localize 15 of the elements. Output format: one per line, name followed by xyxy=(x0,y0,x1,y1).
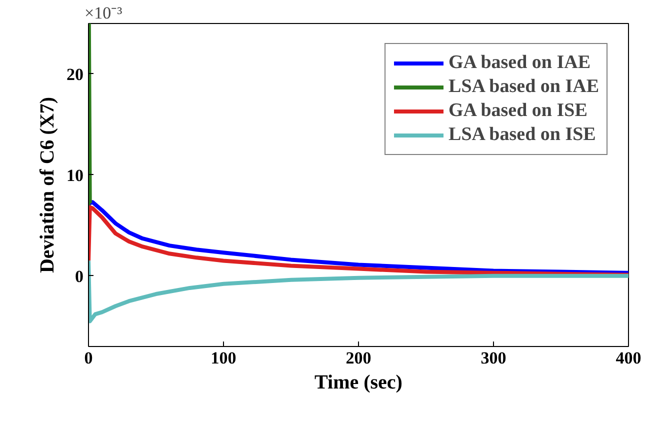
x-tick-label: 100 xyxy=(210,348,236,368)
x-tick-label: 400 xyxy=(616,348,642,368)
legend-label: LSA based on IAE xyxy=(448,76,599,98)
legend-label: GA based on IAE xyxy=(448,52,591,74)
legend-label: GA based on ISE xyxy=(448,100,588,122)
y-tick-label: 20 xyxy=(66,64,84,84)
x-axis-title: Time (sec) xyxy=(314,372,402,394)
legend-label: LSA based on ISE xyxy=(448,124,596,146)
x-tick-label: 300 xyxy=(480,348,506,368)
y-tick-label: 10 xyxy=(66,166,84,185)
x-tick-label: 200 xyxy=(346,348,372,368)
line-series xyxy=(88,258,628,324)
text: ×10⁻³ xyxy=(84,4,122,22)
y-axis-title: Deviation of C6 (X7) xyxy=(36,96,58,274)
y-tick-label: 0 xyxy=(75,266,84,286)
